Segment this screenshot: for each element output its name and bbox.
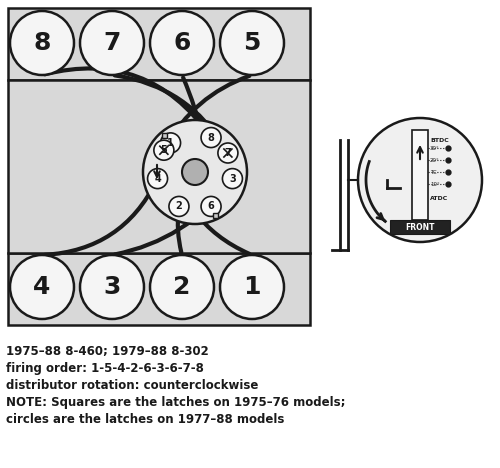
Text: 4: 4 (34, 275, 50, 299)
Text: 8: 8 (34, 31, 50, 55)
Text: 10°: 10° (430, 182, 440, 187)
Text: 20°: 20° (430, 158, 440, 162)
Circle shape (220, 255, 284, 319)
Text: distributor rotation: counterclockwise: distributor rotation: counterclockwise (6, 379, 258, 392)
Circle shape (80, 255, 144, 319)
Text: 2: 2 (176, 201, 182, 212)
Text: 2: 2 (174, 275, 190, 299)
Text: NOTE: Squares are the latches on 1975–76 models;: NOTE: Squares are the latches on 1975–76… (6, 396, 345, 409)
Circle shape (80, 11, 144, 75)
Text: 1975–88 8-460; 1979–88 8-302: 1975–88 8-460; 1979–88 8-302 (6, 345, 209, 358)
Bar (213, 213, 218, 218)
Text: 3: 3 (104, 275, 120, 299)
Text: 1: 1 (243, 275, 261, 299)
Text: 5: 5 (244, 31, 260, 55)
Circle shape (182, 159, 208, 185)
Text: TC: TC (430, 169, 436, 175)
Bar (390, 220, 450, 234)
Text: 3: 3 (229, 174, 236, 183)
Text: 1: 1 (167, 138, 174, 148)
Circle shape (150, 11, 214, 75)
Text: ATDC: ATDC (430, 196, 448, 200)
Circle shape (160, 133, 180, 153)
Text: 5: 5 (160, 145, 167, 155)
Text: 4: 4 (154, 174, 161, 183)
Text: 7: 7 (104, 31, 120, 55)
Circle shape (201, 128, 221, 147)
Bar (8, 8, 310, 80)
Text: BTDC: BTDC (430, 138, 449, 142)
Circle shape (150, 255, 214, 319)
Circle shape (220, 11, 284, 75)
Text: firing order: 1-5-4-2-6-3-6-7-8: firing order: 1-5-4-2-6-3-6-7-8 (6, 362, 204, 375)
Circle shape (10, 11, 74, 75)
Text: FRONT: FRONT (405, 222, 435, 232)
Circle shape (10, 255, 74, 319)
Bar (162, 133, 166, 138)
Text: 7: 7 (224, 148, 232, 158)
Circle shape (222, 168, 242, 189)
Bar (8, 253, 310, 325)
Circle shape (154, 140, 174, 160)
Circle shape (143, 120, 247, 224)
Text: circles are the latches on 1977–88 models: circles are the latches on 1977–88 model… (6, 413, 284, 426)
Circle shape (169, 197, 189, 216)
Circle shape (358, 118, 482, 242)
Bar (412, 130, 428, 220)
Circle shape (201, 197, 221, 216)
Text: 6: 6 (208, 201, 214, 212)
Text: 8: 8 (208, 132, 214, 143)
Circle shape (218, 143, 238, 163)
Text: 6: 6 (174, 31, 190, 55)
Bar (8, 80, 310, 253)
Circle shape (148, 168, 168, 189)
Text: 30°: 30° (430, 146, 440, 151)
